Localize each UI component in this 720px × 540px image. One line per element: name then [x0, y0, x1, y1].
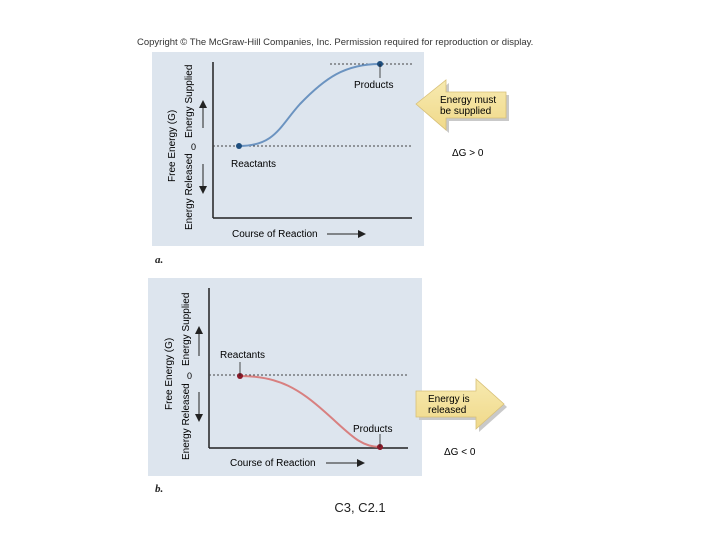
panel-b-letter: b.: [155, 483, 164, 495]
panel-a-background: [152, 52, 424, 246]
panel-a-y-label-released: Energy Released: [184, 153, 195, 230]
panel-b-callout-text-2: released: [428, 405, 466, 416]
panel-a-letter: a.: [155, 254, 164, 266]
panel-b-background: [148, 278, 422, 476]
panel-b-y-label-free-energy: Free Energy (G): [164, 338, 175, 410]
panel-b-delta-g: ΔG < 0: [444, 447, 476, 458]
panel-b-y-label-released: Energy Released: [181, 383, 192, 460]
copyright-notice: Copyright © The McGraw-Hill Companies, I…: [137, 37, 534, 48]
panel-a-y-label-free-energy: Free Energy (G): [167, 110, 178, 182]
panel-b-y-label-supplied: Energy Supplied: [181, 293, 192, 366]
panel-a-curve: [238, 63, 381, 147]
panel-b-zero-label: 0: [187, 371, 192, 381]
panel-b-products-label: Products: [353, 424, 392, 435]
panel-a-zero-label: 0: [191, 142, 196, 152]
panel-b-x-label: Course of Reaction: [230, 458, 316, 469]
panel-a-products-label: Products: [354, 80, 393, 91]
panel-a-callout-arrow: Energy must be supplied: [415, 79, 509, 133]
panel-b-callout-arrow: Energy is released: [415, 378, 507, 432]
panel-a-callout-shape: [415, 79, 507, 131]
panel-a-callout-text-1: Energy must: [440, 95, 496, 106]
panel-b-curve: [239, 375, 381, 448]
panel-a: 0 Reactants Products Course of Reaction …: [152, 52, 424, 246]
panel-b-callout-shape: [415, 378, 505, 430]
panel-b: 0 Reactants Products Course of Reaction …: [148, 278, 422, 476]
panel-a-delta-g: ΔG > 0: [452, 148, 484, 159]
slide-footer: C3, C2.1: [334, 500, 386, 515]
panel-a-reactants-point: [236, 143, 242, 149]
panel-b-callout-text-1: Energy is: [428, 394, 470, 405]
panel-a-reactants-label: Reactants: [231, 159, 276, 170]
panel-b-reactants-label: Reactants: [220, 350, 265, 361]
panel-a-callout-text-2: be supplied: [440, 106, 491, 117]
panel-a-y-label-supplied: Energy Supplied: [184, 65, 195, 138]
panel-a-x-label: Course of Reaction: [232, 229, 318, 240]
